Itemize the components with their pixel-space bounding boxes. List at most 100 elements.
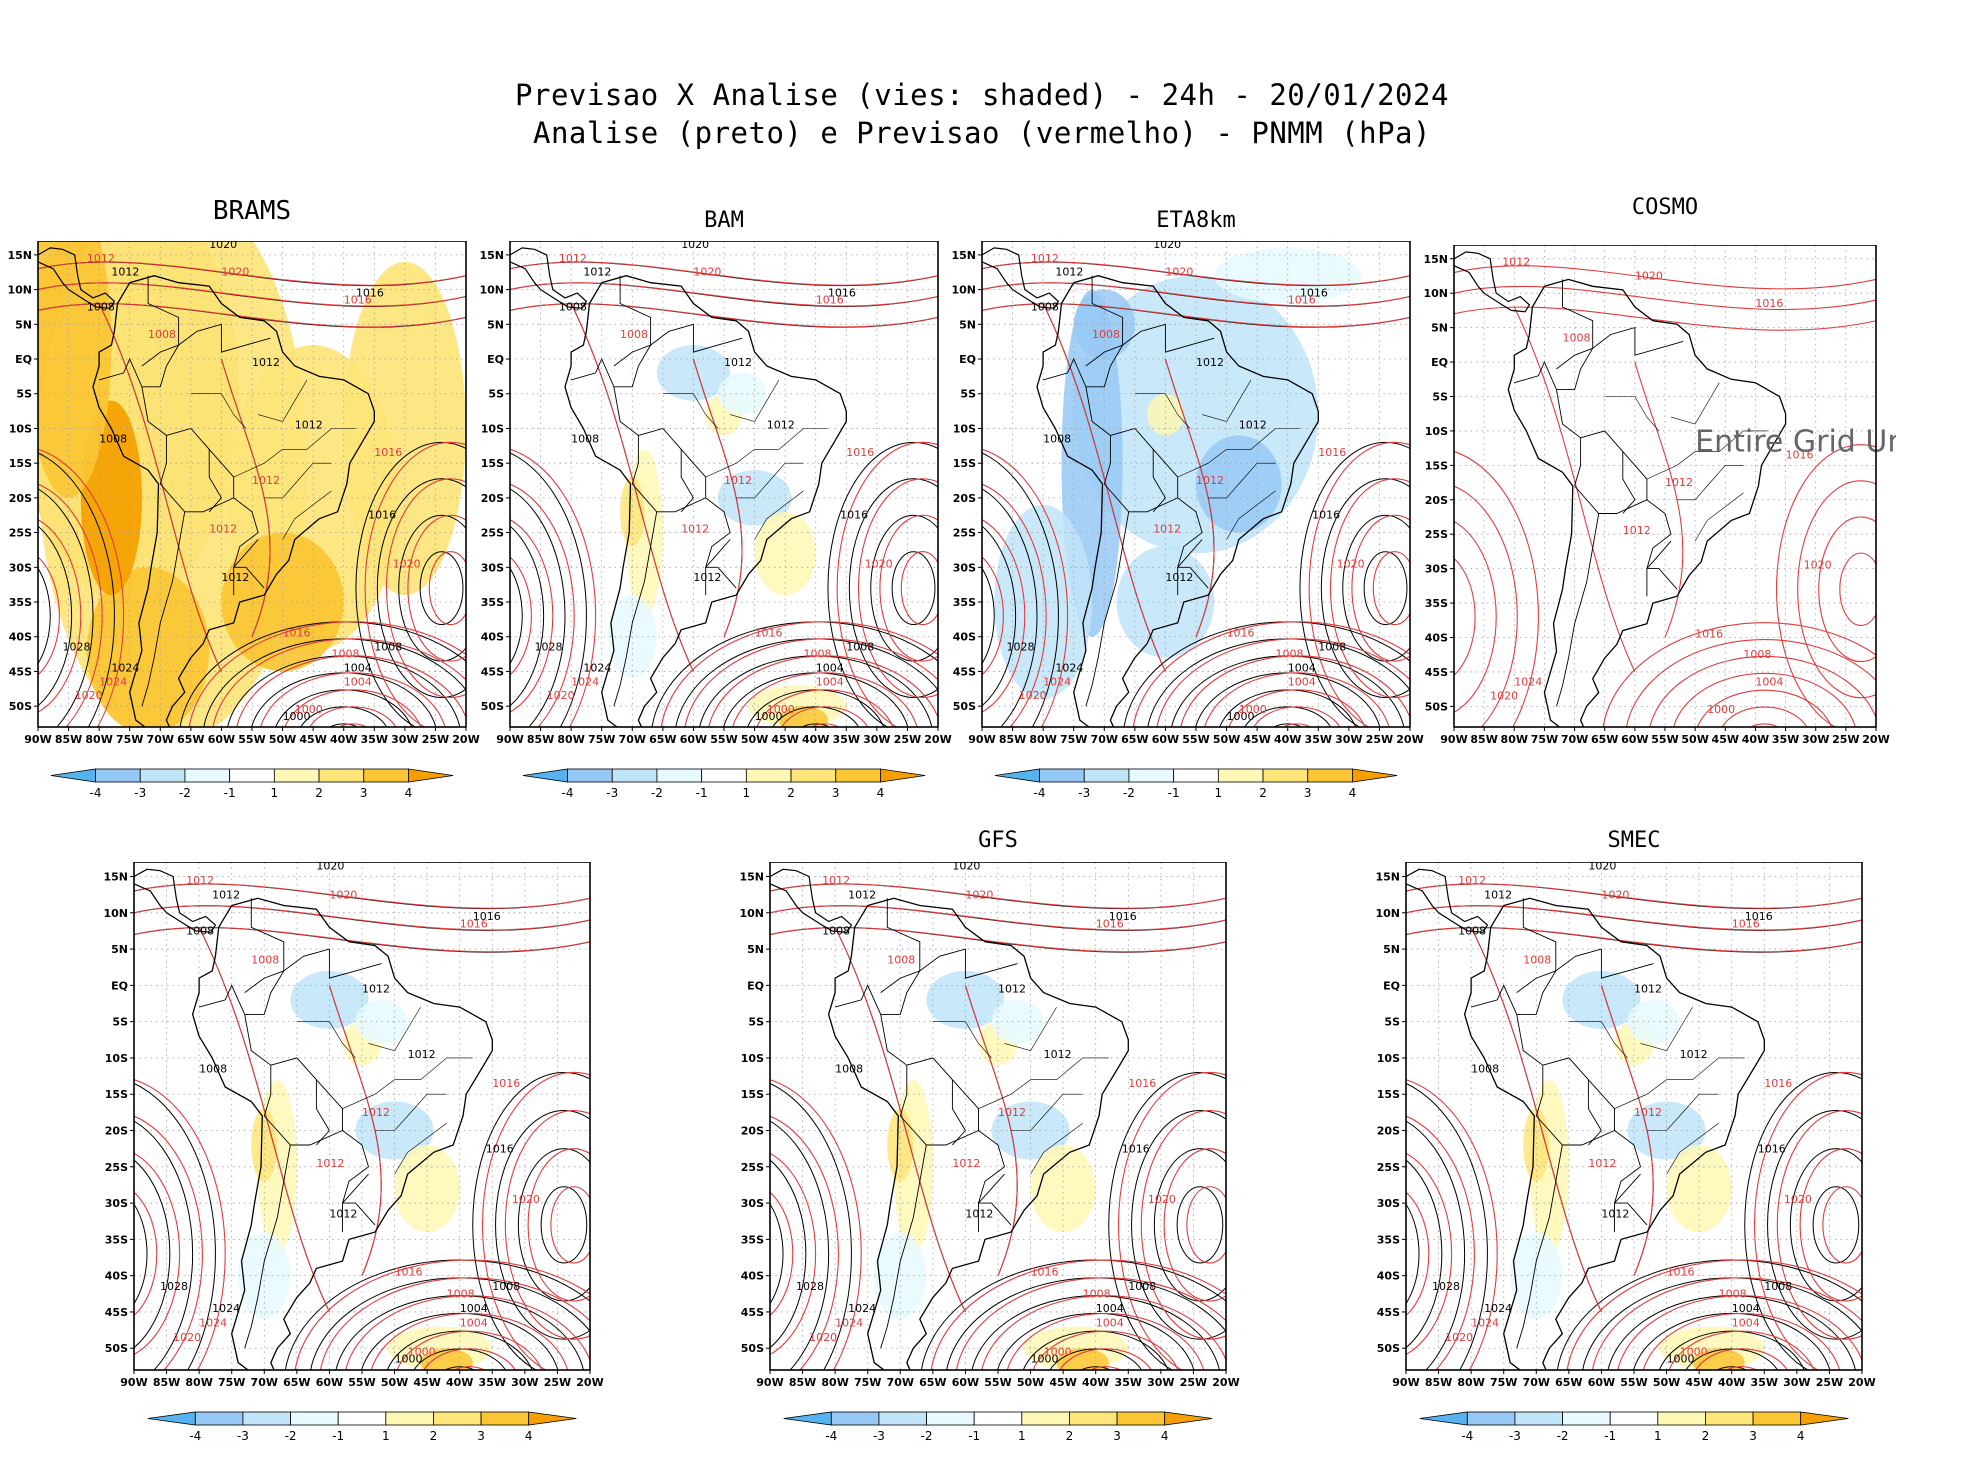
lon-tick-label: 50W <box>1213 733 1240 746</box>
lat-tick-label: 20S <box>741 1125 764 1138</box>
colorbar-label: 1 <box>271 786 279 800</box>
lat-tick-label: 40S <box>9 631 32 644</box>
lat-tick-label: 10S <box>1425 425 1448 438</box>
panel-title-bam: BAM <box>704 208 744 233</box>
continent-outline <box>564 275 847 727</box>
colorbar-label: 1 <box>743 786 751 800</box>
forecast-isobar-label: 1020 <box>865 557 893 570</box>
forecast-isobar-label: 1016 <box>1227 627 1255 640</box>
forecast-isobar-label: 1008 <box>1743 648 1771 661</box>
lon-tick-label: 30W <box>391 733 418 746</box>
continent-outline <box>1036 275 1319 727</box>
forecast-isobar-label: 1004 <box>344 675 372 688</box>
lat-tick-label: 10N <box>1375 907 1400 920</box>
lat-tick-label: 5N <box>1383 943 1400 956</box>
lat-tick-label: 20S <box>1425 494 1448 507</box>
forecast-isobar-label: 1016 <box>1288 293 1316 306</box>
lon-tick-label: 70W <box>619 733 646 746</box>
analysis-isobar-label: 1012 <box>1601 1208 1629 1221</box>
lon-tick-label: 35W <box>1305 733 1332 746</box>
analysis-isobar-label: 1028 <box>1432 1280 1460 1293</box>
analysis-isobar-label: 1008 <box>1458 925 1486 938</box>
forecast-isobar-label: 1020 <box>393 557 421 570</box>
title-line-1: Previsao X Analise (vies: shaded) - 24h … <box>515 78 1449 112</box>
analysis-isobar-label: 1012 <box>295 418 323 431</box>
bias-shading-area <box>1523 1108 1550 1182</box>
forecast-isobar-label: 1012 <box>1588 1157 1616 1170</box>
forecast-isobar-label: 1012 <box>1458 874 1486 887</box>
forecast-isobar-label: 1004 <box>1288 675 1316 688</box>
colorbar: -4 -3 -2 -1 1 2 3 4 <box>783 1411 1213 1443</box>
lon-tick-label: 55W <box>1182 733 1209 746</box>
forecast-isobar-label: 1024 <box>1471 1316 1499 1329</box>
lon-tick-label: 20W <box>1848 1376 1875 1389</box>
lat-tick-label: 40S <box>105 1270 128 1283</box>
forecast-isobar-label: 1012 <box>1153 523 1181 536</box>
lat-tick-label: 30S <box>105 1197 128 1210</box>
lon-tick-label: 55W <box>348 1376 375 1389</box>
analysis-isobar-label: 1012 <box>724 356 752 369</box>
lon-tick-label: 25W <box>1366 733 1393 746</box>
lat-tick-label: 20S <box>105 1125 128 1138</box>
analysis-isobar-label: 1020 <box>681 241 709 251</box>
analysis-isobar-label: 1016 <box>840 509 868 522</box>
lon-tick-label: 60W <box>1152 733 1179 746</box>
analysis-isobar-label: 1016 <box>368 509 396 522</box>
lat-tick-label: 35S <box>953 596 976 609</box>
lon-tick-label: 70W <box>1561 733 1588 746</box>
forecast-isobar-label: 1008 <box>1719 1287 1747 1300</box>
lon-tick-label: 80W <box>821 1376 848 1389</box>
forecast-isobar-label: 1016 <box>755 627 783 640</box>
lon-tick-label: 80W <box>1501 733 1528 746</box>
continent-outline <box>92 275 375 727</box>
analysis-isobar-label: 1008 <box>1471 1062 1499 1075</box>
analysis-isobar-label: 1020 <box>1588 862 1616 872</box>
analysis-isobar-label: 1012 <box>693 571 721 584</box>
forecast-isobar-label: 1000 <box>295 703 323 716</box>
colorbar-label: -3 <box>1078 786 1090 800</box>
lon-tick-label: 35W <box>1772 733 1799 746</box>
lon-tick-label: 25W <box>1180 1376 1207 1389</box>
forecast-isobar-label: 1020 <box>1148 1193 1176 1206</box>
analysis-isobar-label: 1008 <box>87 300 115 313</box>
analysis-isobar-label: 1008 <box>835 1062 863 1075</box>
lat-tick-label: 5N <box>959 318 976 331</box>
forecast-isobar-label: 1016 <box>1667 1266 1695 1279</box>
analysis-isobar-label: 1012 <box>408 1048 436 1061</box>
lat-tick-label: 15S <box>1425 459 1448 472</box>
analysis-isobar-label: 1012 <box>998 983 1026 996</box>
forecast-isobar-label: 1012 <box>1196 474 1224 487</box>
forecast-isobar-label: 1020 <box>1019 689 1047 702</box>
lon-tick-label: 65W <box>919 1376 946 1389</box>
lat-tick-label: 45S <box>741 1306 764 1319</box>
analysis-isobar-label: 1024 <box>1484 1302 1512 1315</box>
colorbar-label: -1 <box>968 1429 980 1443</box>
forecast-isobar-label: 1020 <box>693 266 721 279</box>
analysis-isobar-label: 1008 <box>571 432 599 445</box>
forecast-isobar-label: 1020 <box>1165 266 1193 279</box>
colorbar-label: -3 <box>606 786 618 800</box>
forecast-isobar-label: 1012 <box>822 874 850 887</box>
lat-tick-label: 25S <box>105 1161 128 1174</box>
lat-tick-label: 30S <box>481 561 504 574</box>
colorbar-label: -1 <box>332 1429 344 1443</box>
colorbar-label: -4 <box>189 1429 201 1443</box>
colorbar-label: -1 <box>1168 786 1180 800</box>
forecast-isobar-label: 1016 <box>395 1266 423 1279</box>
forecast-isobar-label: 1016 <box>1031 1266 1059 1279</box>
lat-tick-label: 15N <box>103 871 128 884</box>
forecast-isobar-label: 1020 <box>1804 559 1832 572</box>
lat-tick-label: 5N <box>111 943 128 956</box>
lon-tick-label: 45W <box>299 733 326 746</box>
continent-outline <box>191 897 493 1370</box>
forecast-isobar-label: 1024 <box>835 1316 863 1329</box>
lat-tick-label: 5S <box>112 1016 128 1029</box>
forecast-isobar-label: 1016 <box>1318 446 1346 459</box>
lat-tick-label: 40S <box>953 631 976 644</box>
lon-tick-label: 90W <box>496 733 523 746</box>
analysis-isobar-label: 1012 <box>362 983 390 996</box>
lat-tick-label: 25S <box>1377 1161 1400 1174</box>
colorbar-label: 3 <box>360 786 368 800</box>
colorbar-label: -2 <box>1557 1429 1569 1443</box>
analysis-isobar-label: 1012 <box>1044 1048 1072 1061</box>
